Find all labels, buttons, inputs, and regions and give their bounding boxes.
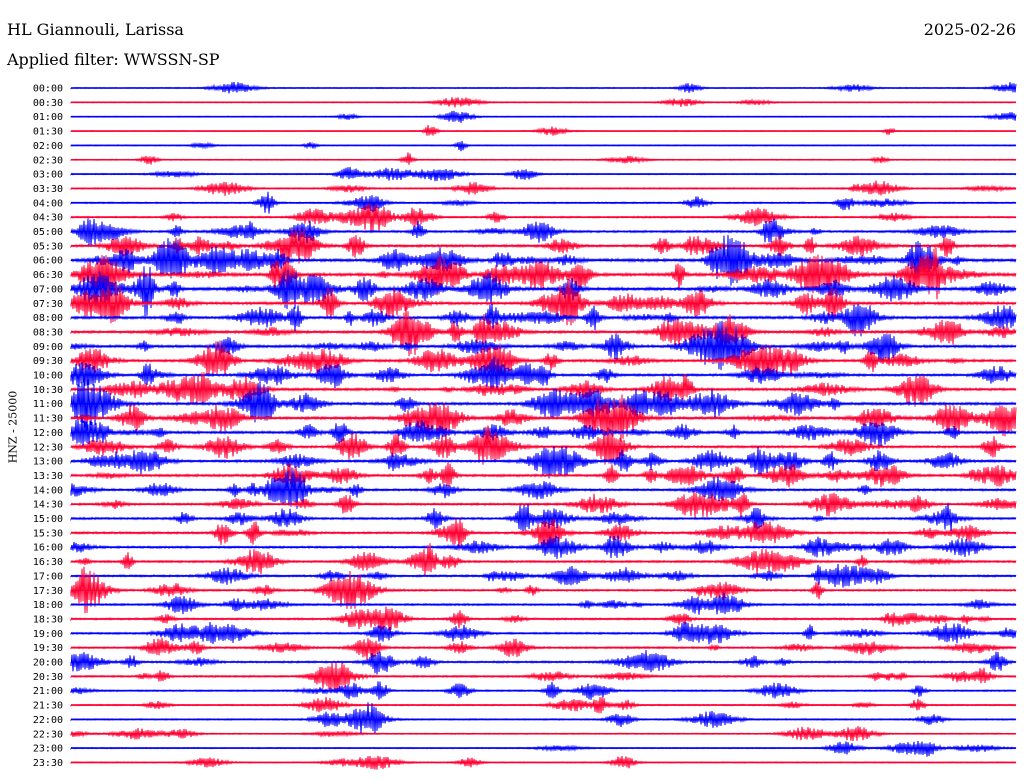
row-time-label: 15:30 xyxy=(33,528,63,539)
row-time-label: 17:00 xyxy=(33,571,63,582)
row-time-label: 13:00 xyxy=(33,457,63,468)
row-time-label: 11:00 xyxy=(33,399,63,410)
seismic-trace-row xyxy=(70,228,1017,264)
row-time-label: 20:30 xyxy=(33,672,63,683)
row-time-label: 21:00 xyxy=(33,686,63,697)
row-time-label: 20:00 xyxy=(33,658,63,669)
row-time-label: 18:00 xyxy=(33,600,63,611)
row-time-label: 07:30 xyxy=(33,299,63,310)
row-time-label: 03:30 xyxy=(33,184,63,195)
seismic-trace-row xyxy=(70,152,1017,165)
row-time-label: 04:00 xyxy=(33,198,63,209)
row-time-label: 09:00 xyxy=(33,342,63,353)
row-time-label: 03:00 xyxy=(33,170,63,181)
row-time-label: 22:30 xyxy=(33,729,63,740)
row-time-label: 06:00 xyxy=(33,256,63,267)
row-time-label: 07:00 xyxy=(33,284,63,295)
filter-label: Applied filter: WWSSN-SP xyxy=(7,50,220,69)
date-label: 2025-02-26 xyxy=(923,20,1016,39)
row-time-label: 16:30 xyxy=(33,557,63,568)
seismic-trace-row xyxy=(70,702,1017,734)
row-time-label: 00:00 xyxy=(33,84,63,95)
row-time-label: 00:30 xyxy=(33,98,63,109)
row-time-label: 17:30 xyxy=(33,586,63,597)
seismic-trace-row xyxy=(70,234,1017,286)
row-time-label: 05:30 xyxy=(33,241,63,252)
row-time-label: 06:30 xyxy=(33,270,63,281)
row-time-label: 10:00 xyxy=(33,371,63,382)
row-time-label: 10:30 xyxy=(33,385,63,396)
row-time-label: 19:00 xyxy=(33,629,63,640)
row-time-label: 12:00 xyxy=(33,428,63,439)
station-title: HL Giannouli, Larissa xyxy=(7,20,184,39)
row-time-label: 02:00 xyxy=(33,141,63,152)
row-time-label: 23:00 xyxy=(33,744,63,755)
row-time-label: 23:30 xyxy=(33,758,63,769)
row-time-label: 14:30 xyxy=(33,500,63,511)
row-time-label: 12:30 xyxy=(33,442,63,453)
row-time-label: 05:00 xyxy=(33,227,63,238)
row-time-label: 01:00 xyxy=(33,112,63,123)
row-time-label: 01:30 xyxy=(33,127,63,138)
row-time-label: 16:00 xyxy=(33,543,63,554)
row-time-label: 09:30 xyxy=(33,356,63,367)
row-time-label: 11:30 xyxy=(33,414,63,425)
row-time-label: 19:30 xyxy=(33,643,63,654)
row-time-label: 22:00 xyxy=(33,715,63,726)
row-time-label: 02:30 xyxy=(33,155,63,166)
row-time-label: 18:30 xyxy=(33,614,63,625)
row-time-label: 08:00 xyxy=(33,313,63,324)
seismic-trace-row xyxy=(70,662,1017,693)
row-time-label: 21:30 xyxy=(33,701,63,712)
row-time-label: 04:30 xyxy=(33,213,63,224)
row-time-label: 13:30 xyxy=(33,471,63,482)
row-time-label: 08:30 xyxy=(33,327,63,338)
row-time-label: 14:00 xyxy=(33,485,63,496)
row-time-label: 15:00 xyxy=(33,514,63,525)
seismic-trace-row xyxy=(70,592,1017,615)
